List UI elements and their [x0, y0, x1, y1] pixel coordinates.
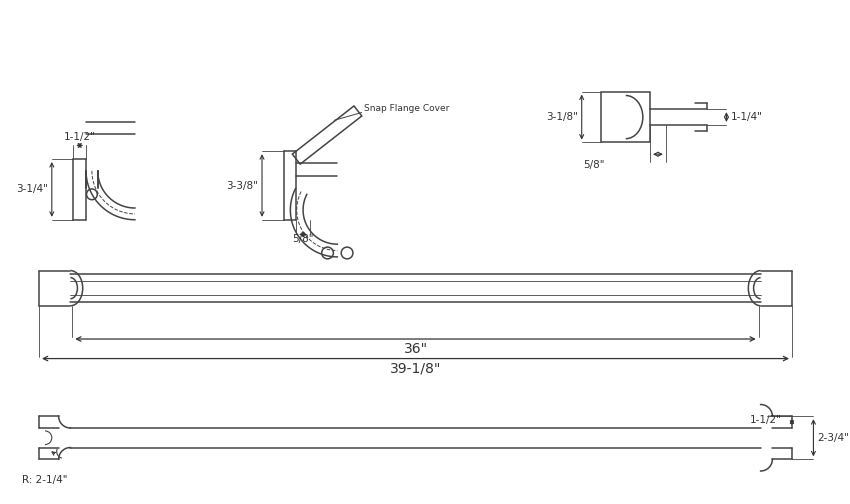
Text: 39-1/8": 39-1/8"	[390, 361, 441, 375]
Text: 3-1/8": 3-1/8"	[546, 112, 578, 122]
Text: Snap Flange Cover: Snap Flange Cover	[364, 103, 449, 112]
Text: 1-1/2": 1-1/2"	[751, 415, 782, 425]
Bar	[601, 92, 650, 143]
Text: 5/8": 5/8"	[292, 234, 314, 244]
Text: 5/8": 5/8"	[583, 160, 604, 170]
Text: 3-3/8": 3-3/8"	[226, 180, 258, 191]
Text: R: 2-1/4": R: 2-1/4"	[22, 475, 68, 485]
Text: 3-1/4": 3-1/4"	[16, 184, 48, 195]
Text: 2-3/4": 2-3/4"	[818, 433, 849, 443]
Text: 1-1/2": 1-1/2"	[64, 133, 95, 143]
Text: 36": 36"	[404, 342, 428, 356]
Text: 1-1/4": 1-1/4"	[730, 112, 762, 122]
